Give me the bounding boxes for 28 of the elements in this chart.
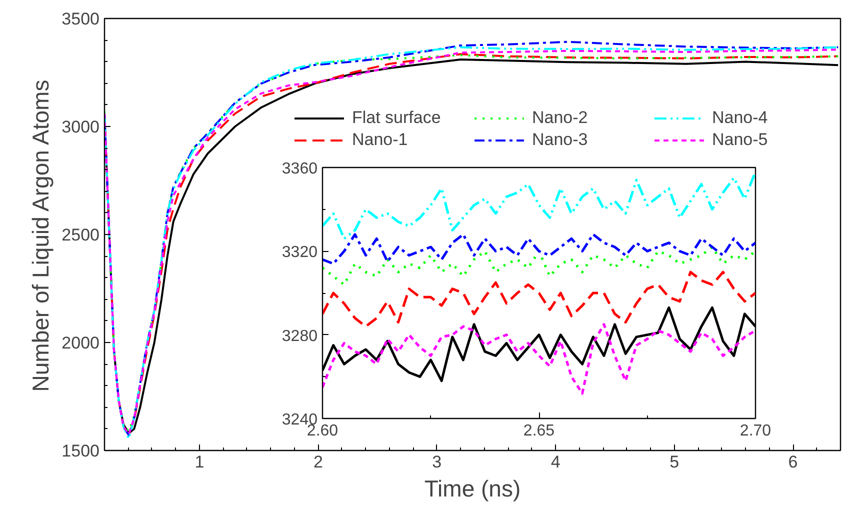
legend-label: Nano-2 — [532, 108, 589, 128]
y-tick-label: 2500 — [62, 226, 100, 244]
x-tick-label: 2.65 — [523, 422, 555, 440]
y-tick-label: 2000 — [62, 334, 100, 352]
line-series — [322, 233, 756, 265]
y-tick-label: 1500 — [62, 442, 100, 460]
x-axis-title: Time (ns) — [424, 476, 521, 502]
legend-label: Nano-3 — [532, 130, 589, 150]
legend-label: Nano-5 — [712, 130, 769, 150]
x-tick-label: 5 — [670, 452, 680, 472]
y-tick-label: 3360 — [282, 160, 318, 178]
y-tick-label: 3280 — [282, 328, 318, 345]
y-axis-title: Number of Liquid Argon Atoms — [28, 80, 54, 392]
line-series — [322, 270, 756, 328]
legend-label: Nano-1 — [352, 130, 409, 150]
legend-label: Flat surface — [352, 108, 442, 128]
line-series — [322, 323, 756, 395]
x-tick-label: 3 — [432, 452, 442, 472]
x-tick-label: 6 — [788, 452, 798, 472]
y-tick-label: 3320 — [282, 244, 318, 262]
legend-label: Nano-4 — [712, 108, 769, 128]
y-tick-label: 3000 — [62, 118, 100, 136]
line-series — [322, 246, 756, 286]
x-tick-label: 4 — [550, 452, 560, 472]
x-tick-label: 1 — [194, 452, 204, 472]
y-tick-label: 3500 — [62, 10, 100, 28]
x-tick-label: 2 — [313, 452, 323, 472]
x-tick-label: 2.70 — [740, 422, 772, 440]
